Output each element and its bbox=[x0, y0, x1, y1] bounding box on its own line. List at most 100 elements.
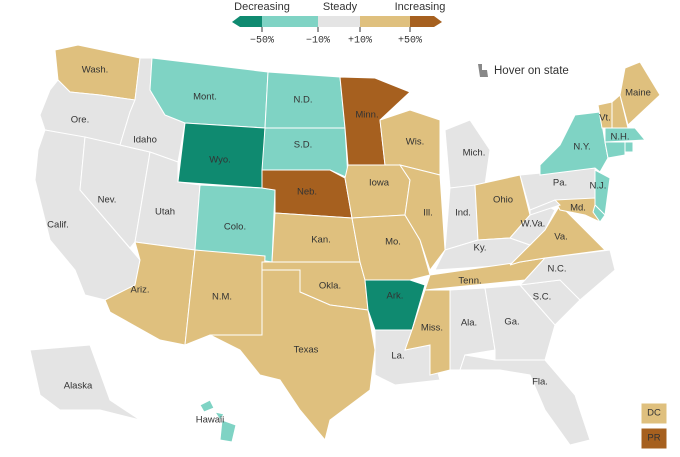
state[interactable] bbox=[640, 402, 668, 425]
hint-text: Hover on state bbox=[494, 65, 569, 77]
states: Wash. Ore. Calif. Nev. Idaho Mont. Wyo. Utah Ari… bbox=[29, 44, 668, 450]
state[interactable] bbox=[344, 164, 411, 219]
state-label: Fla. bbox=[532, 377, 548, 388]
state-shape[interactable] bbox=[219, 419, 237, 443]
state-shape[interactable] bbox=[624, 141, 634, 153]
state-label: Colo. bbox=[224, 222, 246, 233]
state-shape[interactable] bbox=[604, 127, 647, 143]
state-label: Md. bbox=[570, 203, 586, 214]
state-shape[interactable] bbox=[213, 411, 225, 421]
state-shape[interactable] bbox=[529, 199, 561, 216]
state-shape[interactable] bbox=[199, 399, 215, 413]
state[interactable] bbox=[592, 204, 606, 223]
state-label: Neb. bbox=[297, 187, 317, 198]
state-label: Mo. bbox=[385, 237, 401, 248]
state-label: Vt. bbox=[599, 113, 611, 124]
state[interactable] bbox=[199, 399, 237, 443]
state-label: Ky. bbox=[473, 243, 486, 254]
state-shape[interactable] bbox=[619, 61, 661, 126]
state-shape[interactable] bbox=[554, 197, 601, 223]
state-label: Okla. bbox=[319, 281, 341, 292]
legend-swatch bbox=[232, 16, 262, 27]
state-label: Pa. bbox=[553, 178, 567, 189]
legend-swatch bbox=[262, 16, 318, 27]
legend-swatch bbox=[360, 16, 410, 27]
state-shape[interactable] bbox=[640, 427, 668, 450]
state-label: Utah bbox=[155, 207, 175, 218]
legend-swatch bbox=[410, 16, 442, 27]
state-label: N.J. bbox=[590, 181, 607, 192]
state-label: Nev. bbox=[98, 195, 117, 206]
state-label: Iowa bbox=[369, 178, 390, 189]
state-label: Idaho bbox=[133, 135, 157, 146]
state-label: PR bbox=[647, 433, 660, 444]
state-label: Calif. bbox=[47, 220, 69, 231]
state[interactable] bbox=[29, 344, 141, 421]
state-label: W.Va. bbox=[521, 219, 546, 230]
state-label: Va. bbox=[554, 232, 568, 243]
state[interactable] bbox=[261, 127, 349, 179]
state-shape[interactable] bbox=[604, 141, 626, 159]
state-label: Ind. bbox=[455, 208, 471, 219]
legend-swatch bbox=[318, 16, 360, 27]
state[interactable] bbox=[194, 184, 276, 263]
legend-tick-label: −50% bbox=[250, 36, 274, 47]
state-label: Texas bbox=[294, 345, 319, 356]
state-label: Miss. bbox=[421, 323, 443, 334]
state-label: Mont. bbox=[193, 92, 217, 103]
state[interactable] bbox=[640, 427, 668, 450]
state-label: Alaska bbox=[64, 381, 93, 392]
legend-label: Increasing bbox=[395, 1, 446, 13]
state[interactable] bbox=[604, 141, 626, 159]
state-label: DC bbox=[647, 408, 661, 419]
state-label: Tenn. bbox=[458, 276, 481, 287]
state-label: Kan. bbox=[311, 235, 331, 246]
state-label: Maine bbox=[625, 88, 651, 99]
state-label: Ore. bbox=[71, 115, 89, 126]
state-shape[interactable] bbox=[444, 119, 491, 189]
state-label: S.D. bbox=[294, 140, 312, 151]
state-label: Wis. bbox=[406, 137, 424, 148]
state-shape[interactable] bbox=[29, 344, 141, 421]
state[interactable] bbox=[619, 61, 661, 126]
state-shape[interactable] bbox=[459, 354, 591, 446]
state-label: Ark. bbox=[387, 291, 404, 302]
legend-tick-label: −10% bbox=[306, 36, 330, 47]
state-label: N.H. bbox=[611, 132, 630, 143]
state-shape[interactable] bbox=[344, 164, 411, 219]
state-shape[interactable] bbox=[640, 402, 668, 425]
state-label: Wash. bbox=[82, 65, 109, 76]
state-label: N.C. bbox=[548, 264, 567, 275]
legend-label: Steady bbox=[323, 1, 358, 13]
state-label: N.M. bbox=[212, 292, 232, 303]
state[interactable] bbox=[604, 127, 647, 143]
state[interactable] bbox=[554, 197, 601, 223]
legend-label: Decreasing bbox=[234, 1, 290, 13]
state-label: N.D. bbox=[294, 95, 313, 106]
state-label: Ariz. bbox=[131, 285, 150, 296]
state-label: Ga. bbox=[504, 317, 519, 328]
state[interactable] bbox=[398, 164, 446, 272]
state[interactable] bbox=[459, 354, 591, 446]
state[interactable] bbox=[624, 141, 634, 153]
hover-hint: Hover on state bbox=[478, 64, 569, 77]
state-shape[interactable] bbox=[592, 204, 606, 223]
state-shape[interactable] bbox=[404, 289, 451, 376]
state-label: Minn. bbox=[355, 110, 378, 121]
state-shape[interactable] bbox=[209, 269, 376, 442]
state[interactable] bbox=[444, 119, 491, 189]
hand-icon bbox=[478, 64, 488, 77]
state-shape[interactable] bbox=[194, 184, 276, 263]
state-shape[interactable] bbox=[261, 127, 349, 179]
legend-tick-label: +50% bbox=[398, 36, 422, 47]
state-label: Ala. bbox=[461, 318, 477, 329]
state-label: Wyo. bbox=[209, 155, 231, 166]
legend: Decreasing Steady Increasing −50% −10% +10% +5… bbox=[232, 1, 445, 47]
state-label: La. bbox=[391, 351, 404, 362]
state-shape[interactable] bbox=[398, 164, 446, 272]
state[interactable] bbox=[404, 289, 451, 376]
state[interactable] bbox=[529, 199, 561, 216]
state[interactable] bbox=[209, 269, 376, 442]
state-label: Hawaii bbox=[196, 415, 225, 426]
legend-tick-label: +10% bbox=[348, 36, 372, 47]
